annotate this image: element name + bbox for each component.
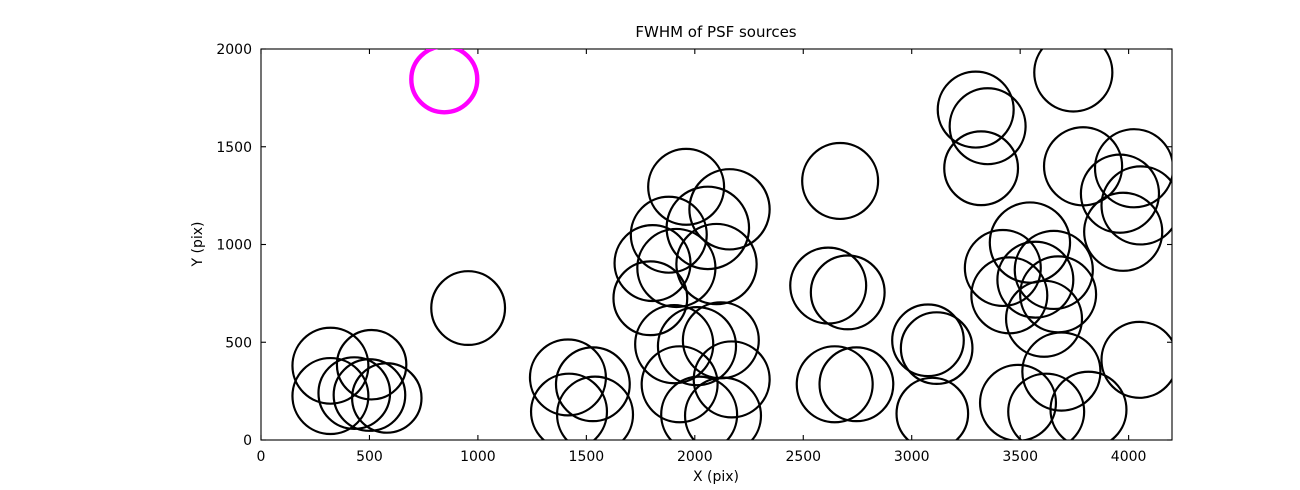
x-tick-label: 500 <box>356 449 383 465</box>
psf-source-circle <box>555 375 635 440</box>
psf-source-circle <box>809 254 886 331</box>
psf-source-circle <box>1093 128 1172 209</box>
psf-source-circle <box>629 195 708 274</box>
psf-source-circle <box>647 147 726 226</box>
psf-source-circle <box>1079 153 1161 234</box>
psf-source-circle <box>1049 370 1128 440</box>
y-tick-label: 2000 <box>216 42 252 58</box>
psf-source-circle <box>692 340 771 419</box>
psf-source-circle <box>1083 191 1164 272</box>
psf-source-circle <box>612 260 689 337</box>
x-tick-label: 0 <box>257 449 266 465</box>
psf-source-circle <box>978 363 1058 440</box>
psf-source-circle <box>665 185 751 271</box>
psf-source-circle <box>554 346 631 423</box>
y-axis-ticks: 0 500 1000 1500 2000 <box>216 42 1172 449</box>
psf-source-circle <box>789 246 868 325</box>
x-axis-label: X (pix) <box>693 469 739 485</box>
x-tick-label: 2500 <box>785 449 821 465</box>
psf-source-circle <box>291 326 370 405</box>
psf-source-circle <box>1033 49 1114 113</box>
x-tick-label: 2000 <box>677 449 713 465</box>
psf-source-circle <box>640 345 719 424</box>
psf-source-circle <box>656 306 738 387</box>
psf-source-circle <box>683 376 763 440</box>
psf-source-circle <box>795 345 874 424</box>
psf-source-circle <box>660 375 739 440</box>
x-tick-label: 1500 <box>569 449 605 465</box>
psf-source-circle <box>1100 320 1172 399</box>
psf-source-circle <box>1007 372 1086 440</box>
x-tick-label: 4000 <box>1111 449 1147 465</box>
y-tick-label: 500 <box>225 335 252 351</box>
psf-source-circle <box>634 304 715 385</box>
x-tick-label: 3500 <box>1002 449 1038 465</box>
x-tick-label: 3000 <box>894 449 930 465</box>
psf-source-circle <box>1013 229 1094 311</box>
y-axis-label: Y (pix) <box>190 222 206 268</box>
psf-source-circle <box>291 356 370 436</box>
psf-source-circle <box>818 346 895 423</box>
psf-source-circle <box>350 362 423 434</box>
psf-source-circle <box>529 372 609 440</box>
psf-source-highlight <box>409 49 480 115</box>
psf-source-circle <box>801 141 880 221</box>
y-tick-label: 1500 <box>216 140 252 156</box>
psf-source-circle <box>675 222 758 306</box>
y-tick-label: 1000 <box>216 238 252 254</box>
psf-source-circle <box>430 270 507 347</box>
y-tick-label: 0 <box>243 433 252 449</box>
psf-source-markers <box>291 49 1172 440</box>
psf-source-circle <box>1100 165 1172 246</box>
psf-source-circle <box>688 168 771 251</box>
x-axis-ticks: 0 500 1000 1500 2000 2500 3000 3500 4000 <box>257 49 1147 465</box>
psf-source-circle <box>1021 331 1102 412</box>
psf-source-circle <box>681 301 760 380</box>
psf-source-circle <box>895 376 970 440</box>
psf-source-circle <box>899 311 974 386</box>
chart-title: FWHM of PSF sources <box>635 23 796 41</box>
psf-source-circle <box>943 130 1020 207</box>
psf-source-circle <box>963 228 1042 308</box>
psf-source-circle <box>891 303 965 378</box>
psf-source-circle <box>335 328 408 401</box>
psf-source-circle <box>1004 279 1084 358</box>
psf-source-circle <box>970 256 1049 335</box>
psf-source-circle <box>613 224 692 303</box>
psf-source-circle <box>996 240 1075 319</box>
psf-source-circle <box>317 356 392 430</box>
psf-source-circle <box>948 87 1027 166</box>
x-tick-label: 1000 <box>460 449 496 465</box>
psf-source-circle <box>936 70 1015 149</box>
psf-source-circle <box>332 358 407 432</box>
psf-source-circle <box>1042 126 1124 207</box>
